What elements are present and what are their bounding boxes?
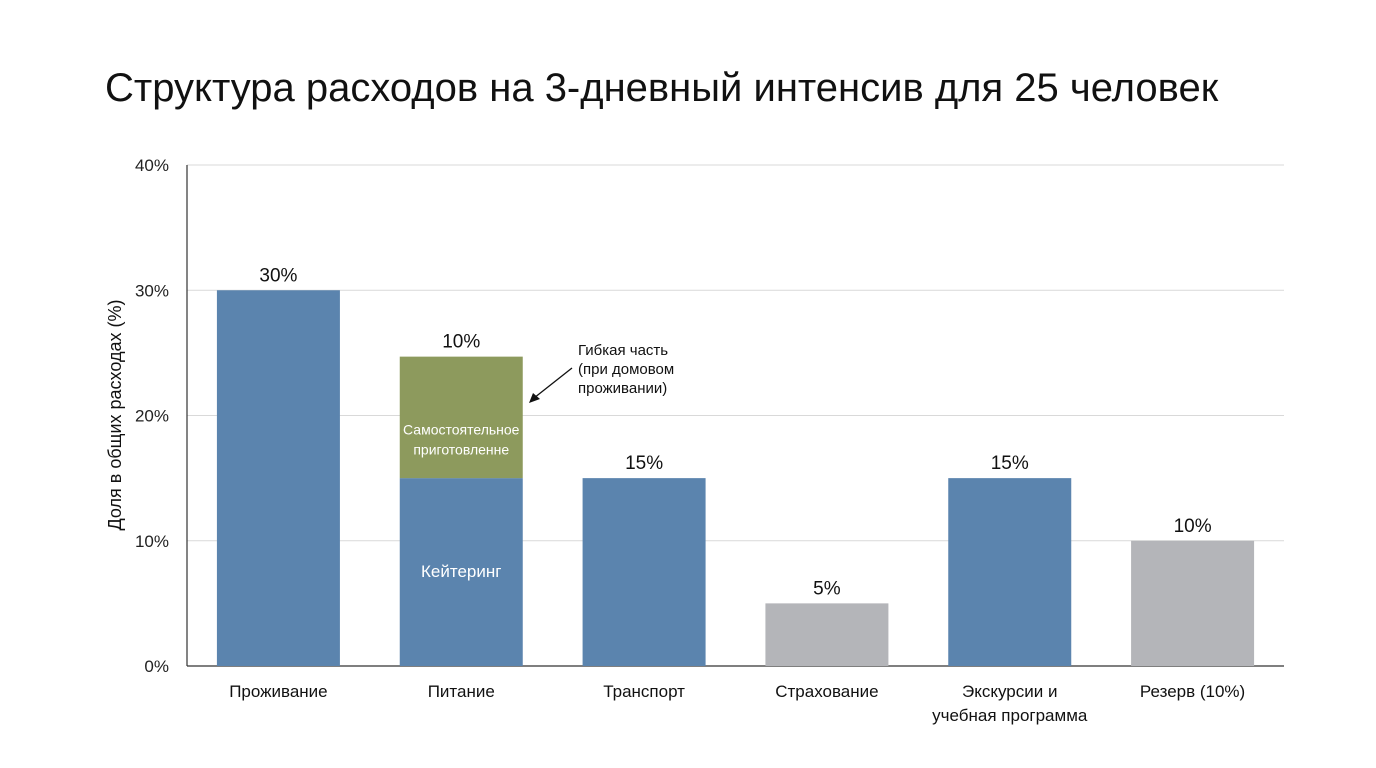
segment-label: Самостоятельное — [403, 421, 520, 437]
bar-value-label: 10% — [1174, 516, 1212, 537]
annotation-arrow — [533, 367, 573, 399]
y-tick-label: 40% — [135, 156, 169, 175]
x-tick-label: Транспорт — [603, 682, 685, 701]
bar-value-label: 10% — [442, 332, 480, 353]
x-tick-label: Проживание — [229, 682, 327, 701]
bar-value-label: 30% — [259, 265, 297, 286]
annotation-text: проживании) — [578, 380, 667, 397]
x-tick-label: учебная программа — [932, 706, 1088, 725]
annotation-text: (при домовом — [578, 361, 674, 378]
bar-segment — [765, 603, 889, 666]
bar-segment — [582, 478, 706, 666]
bar-segment — [399, 356, 523, 479]
bar-value-label: 15% — [991, 453, 1029, 474]
bar-value-label: 15% — [625, 453, 663, 474]
bar-segment — [948, 478, 1072, 666]
segment-label: Кейтеринг — [421, 562, 501, 581]
x-tick-label: Резерв (10%) — [1140, 682, 1245, 701]
x-tick-label: Экскурсии и — [962, 682, 1057, 701]
chart-title: Структура расходов на 3-дневный интенсив… — [105, 66, 1219, 110]
annotation-arrowhead — [529, 393, 540, 403]
y-axis-label: Доля в общих расходах (%) — [105, 300, 125, 531]
bar-segment — [1131, 540, 1255, 666]
y-tick-label: 20% — [135, 407, 169, 426]
x-tick-label: Питание — [428, 682, 495, 701]
bar-segment — [216, 290, 340, 666]
bar-value-label: 5% — [813, 578, 841, 599]
y-tick-label: 0% — [144, 657, 169, 676]
x-tick-label: Страхование — [775, 682, 878, 701]
bar-segment — [399, 478, 523, 666]
annotation-text: Гибкая часть — [578, 342, 668, 359]
y-tick-label: 10% — [135, 532, 169, 551]
segment-label: приготовленне — [413, 441, 509, 457]
y-tick-label: 30% — [135, 281, 169, 300]
